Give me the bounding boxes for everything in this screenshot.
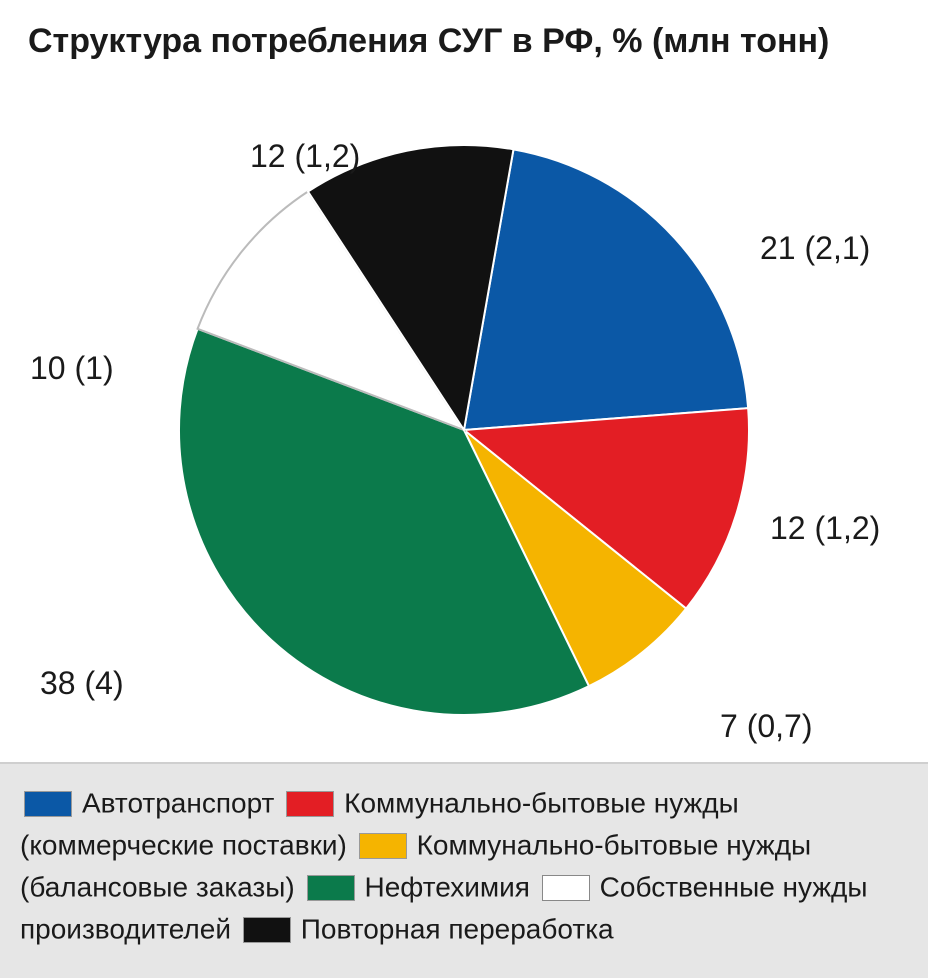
- legend-swatch-reprocess: [243, 917, 291, 943]
- pie-chart: [169, 135, 759, 725]
- legend-swatch-auto: [24, 791, 72, 817]
- legend-swatch-own_needs: [542, 875, 590, 901]
- legend: Автотранспорт Коммунально-бытовые нужды …: [0, 762, 928, 978]
- slice-label-own_needs: 10 (1): [30, 350, 114, 387]
- legend-label-auto: Автотранспорт: [82, 788, 282, 819]
- slice-label-comm_balance: 7 (0,7): [720, 708, 812, 745]
- chart-container: Структура потребления СУГ в РФ, % (млн т…: [0, 0, 928, 978]
- legend-swatch-comm_balance: [359, 833, 407, 859]
- legend-swatch-comm_supply: [286, 791, 334, 817]
- legend-swatch-petrochem: [307, 875, 355, 901]
- slice-label-reprocess: 12 (1,2): [250, 138, 360, 175]
- slice-label-auto: 21 (2,1): [760, 230, 870, 267]
- slice-label-comm_supply: 12 (1,2): [770, 510, 880, 547]
- legend-label-reprocess: Повторная переработка: [301, 913, 614, 944]
- legend-label-petrochem: Нефтехимия: [365, 872, 538, 903]
- slice-label-petrochem: 38 (4): [40, 665, 124, 702]
- pie-area: 21 (2,1) 12 (1,2) 7 (0,7) 38 (4) 10 (1) 12 (1…: [0, 80, 928, 780]
- chart-title: Структура потребления СУГ в РФ, % (млн т…: [28, 22, 829, 61]
- legend-flow: Автотранспорт Коммунально-бытовые нужды …: [20, 782, 908, 950]
